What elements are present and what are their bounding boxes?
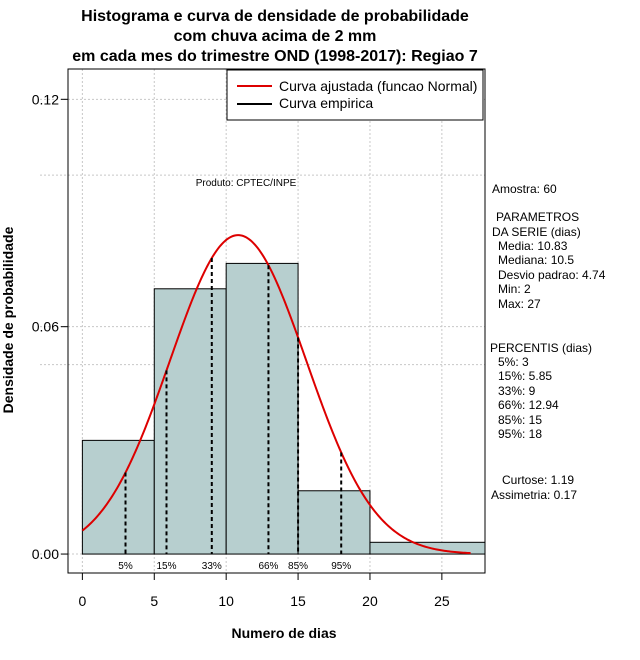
percentile-label-95: 95% — [331, 561, 351, 572]
normal-curve — [81, 234, 471, 555]
product-annotation: Produto: CPTEC/INPE — [196, 178, 297, 189]
x-tick-label: 0 — [78, 593, 86, 609]
side-panel: Amostra: 60 PARAMETROS DA SERIE (dias) M… — [490, 182, 606, 502]
param-sd: Desvio padrao: 4.74 — [498, 268, 606, 282]
sample-size: Amostra: 60 — [492, 182, 557, 196]
chart-title-line-1: Histograma e curva de densidade de proba… — [81, 8, 469, 25]
x-axis-label: Numero de dias — [231, 625, 336, 641]
percentile-label-5: 5% — [118, 561, 133, 572]
skewness: Assimetria: 0.17 — [491, 488, 577, 502]
y-tick-label: 0.12 — [32, 91, 59, 107]
legend-label-empirical: Curva empirica — [279, 95, 373, 111]
axes: 0 5 10 15 20 25 0.00 0.06 0.12 — [32, 91, 450, 609]
percentile-lines: 5% 15% 33% 66% 85% 95% — [118, 258, 351, 572]
x-tick-label: 25 — [434, 593, 450, 609]
legend: Curva ajustada (funcao Normal) Curva emp… — [226, 69, 484, 121]
percentile-66: 66%: 12.94 — [498, 398, 559, 412]
y-axis-label: Densidade de probabilidade — [0, 226, 16, 413]
percentile-15: 15%: 5.85 — [498, 369, 552, 383]
histogram-bars — [81, 262, 486, 555]
y-tick-label: 0.00 — [32, 546, 59, 562]
param-min: Min: 2 — [498, 282, 531, 296]
x-tick-label: 15 — [290, 593, 306, 609]
params-title-2: DA SERIE (dias) — [492, 225, 581, 239]
percentile-label-15: 15% — [156, 561, 176, 572]
x-tick-label: 5 — [150, 593, 158, 609]
y-tick-label: 0.06 — [32, 319, 59, 335]
x-tick-label: 10 — [218, 593, 234, 609]
percentile-95: 95%: 18 — [498, 427, 542, 441]
params-title-1: PARAMETROS — [496, 210, 579, 224]
percentile-5: 5%: 3 — [498, 355, 529, 369]
histogram-bar-3 — [225, 262, 299, 555]
percentile-label-66: 66% — [258, 561, 278, 572]
legend-box — [226, 69, 484, 121]
legend-label-normal: Curva ajustada (funcao Normal) — [279, 78, 477, 94]
chart-title-line-3: em cada mes do trimestre OND (1998-2017)… — [72, 48, 478, 65]
param-median: Mediana: 10.5 — [498, 253, 574, 267]
percentile-label-33: 33% — [202, 561, 222, 572]
histogram-bar-4 — [297, 490, 371, 555]
param-mean: Media: 10.83 — [498, 239, 568, 253]
percentiles-title: PERCENTIS (dias) — [490, 341, 592, 355]
percentile-label-85: 85% — [288, 561, 308, 572]
histogram-bar-1 — [81, 439, 155, 555]
normal-curve-layer — [81, 234, 471, 555]
kurtosis: Curtose: 1.19 — [502, 473, 574, 487]
chart-title-line-2: com chuva acima de 2 mm — [174, 28, 377, 45]
percentile-33: 33%: 9 — [498, 384, 536, 398]
percentile-85: 85%: 15 — [498, 413, 542, 427]
x-tick-label: 20 — [362, 593, 378, 609]
histogram-bar-2 — [153, 288, 227, 555]
param-max: Max: 27 — [498, 297, 541, 311]
